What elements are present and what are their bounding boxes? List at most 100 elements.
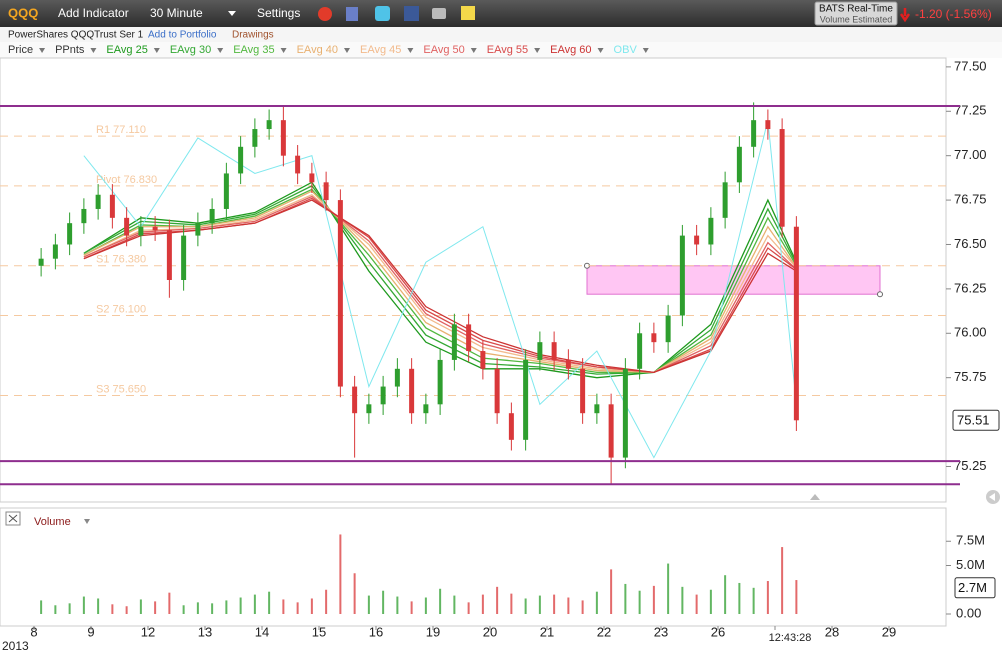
add-indicator[interactable]: Add Indicator [58,6,129,20]
legend-entry[interactable]: EAvg 25 [106,44,147,56]
volume-bar [367,595,370,614]
candle-body [651,333,657,343]
sticky-note-icon[interactable] [461,6,475,20]
y-tick-label: 76.75 [954,192,987,207]
current-volume-box [954,577,996,599]
y-tick-label: 77.50 [954,58,987,73]
add-to-portfolio[interactable]: Add to Portfolio [148,30,217,41]
candle-body [779,129,785,227]
volume-bar [510,593,513,614]
y-tick-label: 77.00 [954,147,987,162]
dropdown-arrow[interactable] [84,519,90,524]
volume-bar [667,563,670,614]
y-tick-label: 76.50 [954,236,987,251]
drawings[interactable]: Drawings [232,30,274,41]
volume-bar [196,602,199,614]
candle-body [637,333,643,369]
volume-bar [766,581,769,614]
legend-entry[interactable]: EAvg 50 [423,44,464,56]
candle-body [394,368,400,387]
legend-entry[interactable]: EAvg 40 [297,44,338,56]
candle-body [337,200,343,387]
volume-bar [738,582,741,614]
camera-icon[interactable] [432,8,446,19]
legend-arrow[interactable] [597,48,604,53]
volume-bar [524,598,527,614]
volume-bar [695,594,698,614]
candle-body [38,258,44,266]
last-price-box [952,409,1000,431]
volume-bar [40,600,43,614]
volume-bar [538,595,541,614]
volume-bar [125,606,128,614]
interval[interactable]: 30 Minute [150,6,203,20]
legend-entry[interactable]: EAvg 45 [360,44,401,56]
legend-arrow[interactable] [153,48,160,53]
legend-entry[interactable]: EAvg 60 [550,44,591,56]
legend-entry[interactable]: Price [8,44,33,56]
year: 2013 [2,639,29,653]
twitter-icon[interactable] [375,6,390,21]
candle-body [708,217,714,245]
candle-body [309,173,315,183]
down-arrow [899,8,911,23]
x-tick-label: 19 [426,624,440,639]
legend-arrow[interactable] [217,48,224,53]
x-tick-label: 9 [87,624,94,639]
legend-entry[interactable]: OBV [614,44,638,56]
candle-body [565,359,571,369]
settings[interactable]: Settings [257,6,300,20]
pivot-label: Pivot 76.830 [96,174,157,186]
legend-arrow[interactable] [39,48,46,53]
legend-arrow[interactable] [470,48,477,53]
legend-arrow[interactable] [407,48,414,53]
dropdown-arrow[interactable] [228,11,236,16]
volume-bar [553,594,556,614]
symbol[interactable]: QQQ [8,5,38,20]
volume-bar [752,587,755,614]
candle-body [423,404,429,414]
candle-body [608,404,614,458]
pivot-label: R1 77.110 [96,124,146,136]
legend-arrow[interactable] [343,48,350,53]
volume-bar [595,591,598,614]
x-tick-label: 13 [198,624,212,639]
candle-body [195,223,201,236]
candle-body [451,324,457,360]
legend-arrow[interactable] [90,48,97,53]
legend-entry[interactable]: PPnts [55,44,85,56]
legend-arrow[interactable] [534,48,541,53]
alarm-icon[interactable] [318,7,332,21]
candle-body [409,368,415,414]
candle-body [81,208,87,224]
close-icon[interactable] [8,514,18,523]
candle-body [209,208,215,224]
notes-icon[interactable] [346,7,358,21]
change: -1.20 (-1.56%) [915,7,992,21]
candle-body [480,351,486,369]
candle-body [594,404,600,414]
volume-bar [581,600,584,614]
legend-entry[interactable]: EAvg 30 [170,44,211,56]
x-tick-label: 23 [654,624,668,639]
scroll-button-arrow[interactable] [989,493,995,501]
x-tick-label: 14 [255,624,269,639]
feed-box [814,1,898,26]
legend-entry[interactable]: EAvg 35 [233,44,274,56]
candle-body [765,120,771,130]
x-tick-label: 21 [540,624,554,639]
candle-body [722,182,728,218]
y-tick-label: 7.5M [956,533,985,548]
subheader [0,27,1002,42]
legend-arrow[interactable] [642,48,649,53]
volume-bar [610,569,613,614]
volume-bar [396,596,399,614]
facebook-icon[interactable] [404,6,419,21]
legend-entry[interactable]: EAvg 55 [487,44,528,56]
candle-body [537,342,543,360]
scroll-marker[interactable] [810,494,820,500]
pivot-label: S2 76.100 [96,303,146,315]
legend-arrow[interactable] [280,48,287,53]
y-tick-label: 77.25 [954,103,987,118]
candle-body [694,235,700,245]
